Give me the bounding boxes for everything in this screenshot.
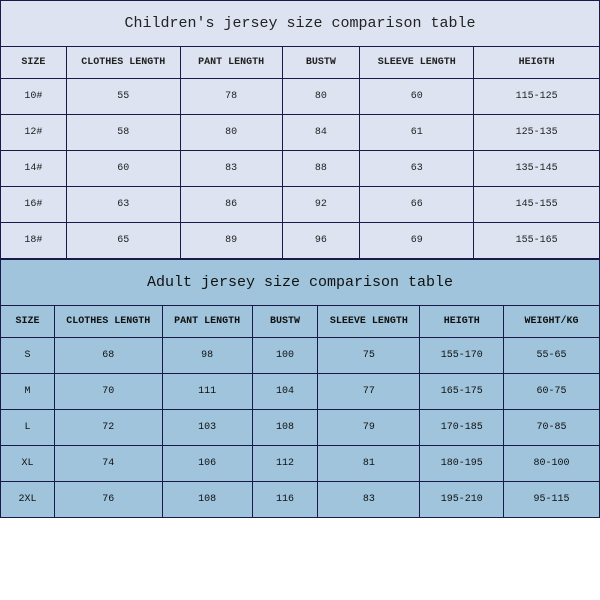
col-bustw: BUSTW [282,47,360,79]
table-row: 10# 55 78 80 60 115-125 [1,79,600,115]
cell: 83 [318,482,420,518]
col-weight: WEIGHT/KG [504,306,600,338]
children-title: Children's jersey size comparison table [1,1,600,47]
col-size: SIZE [1,306,55,338]
table-row: S 68 98 100 75 155-170 55-65 [1,338,600,374]
children-size-table: Children's jersey size comparison table … [0,0,600,259]
cell: 108 [252,410,318,446]
cell: 111 [162,374,252,410]
cell: 60-75 [504,374,600,410]
cell: 68 [54,338,162,374]
cell: 63 [360,151,474,187]
cell: 89 [180,223,282,259]
col-pant-length: PANT LENGTH [162,306,252,338]
col-bustw: BUSTW [252,306,318,338]
col-sleeve-length: SLEEVE LENGTH [360,47,474,79]
cell: L [1,410,55,446]
cell: 180-195 [420,446,504,482]
cell: 96 [282,223,360,259]
cell: 115-125 [474,79,600,115]
cell: 81 [318,446,420,482]
cell: 195-210 [420,482,504,518]
cell: 155-170 [420,338,504,374]
cell: 55 [66,79,180,115]
cell: 98 [162,338,252,374]
col-heigth: HEIGTH [420,306,504,338]
table-row: XL 74 106 112 81 180-195 80-100 [1,446,600,482]
cell: 83 [180,151,282,187]
cell: 70-85 [504,410,600,446]
cell: 145-155 [474,187,600,223]
children-header-row: SIZE CLOTHES LENGTH PANT LENGTH BUSTW SL… [1,47,600,79]
cell: 65 [66,223,180,259]
cell: M [1,374,55,410]
table-row: 18# 65 89 96 69 155-165 [1,223,600,259]
cell: 80 [180,115,282,151]
cell: 125-135 [474,115,600,151]
cell: 135-145 [474,151,600,187]
adult-header-row: SIZE CLOTHES LENGTH PANT LENGTH BUSTW SL… [1,306,600,338]
cell: 103 [162,410,252,446]
table-row: 2XL 76 108 116 83 195-210 95-115 [1,482,600,518]
cell: 60 [360,79,474,115]
cell: 61 [360,115,474,151]
cell: 58 [66,115,180,151]
cell: 100 [252,338,318,374]
children-title-row: Children's jersey size comparison table [1,1,600,47]
cell: 170-185 [420,410,504,446]
cell: 165-175 [420,374,504,410]
col-heigth: HEIGTH [474,47,600,79]
cell: 63 [66,187,180,223]
col-size: SIZE [1,47,67,79]
cell: 70 [54,374,162,410]
col-clothes-length: CLOTHES LENGTH [54,306,162,338]
cell: 116 [252,482,318,518]
col-clothes-length: CLOTHES LENGTH [66,47,180,79]
cell: 16# [1,187,67,223]
cell: 84 [282,115,360,151]
col-sleeve-length: SLEEVE LENGTH [318,306,420,338]
cell: 155-165 [474,223,600,259]
table-row: L 72 103 108 79 170-185 70-85 [1,410,600,446]
cell: 108 [162,482,252,518]
cell: 77 [318,374,420,410]
cell: 72 [54,410,162,446]
table-row: 16# 63 86 92 66 145-155 [1,187,600,223]
cell: 79 [318,410,420,446]
cell: 75 [318,338,420,374]
cell: 69 [360,223,474,259]
cell: 55-65 [504,338,600,374]
cell: 112 [252,446,318,482]
cell: 74 [54,446,162,482]
cell: 86 [180,187,282,223]
cell: 104 [252,374,318,410]
table-row: M 70 111 104 77 165-175 60-75 [1,374,600,410]
cell: 78 [180,79,282,115]
cell: 14# [1,151,67,187]
adult-size-table: Adult jersey size comparison table SIZE … [0,259,600,518]
col-pant-length: PANT LENGTH [180,47,282,79]
cell: S [1,338,55,374]
cell: 80 [282,79,360,115]
cell: 95-115 [504,482,600,518]
cell: 10# [1,79,67,115]
cell: 2XL [1,482,55,518]
table-row: 14# 60 83 88 63 135-145 [1,151,600,187]
adult-title-row: Adult jersey size comparison table [1,260,600,306]
cell: 80-100 [504,446,600,482]
cell: 18# [1,223,67,259]
cell: 88 [282,151,360,187]
cell: 76 [54,482,162,518]
cell: XL [1,446,55,482]
cell: 66 [360,187,474,223]
cell: 60 [66,151,180,187]
cell: 12# [1,115,67,151]
table-row: 12# 58 80 84 61 125-135 [1,115,600,151]
cell: 106 [162,446,252,482]
adult-title: Adult jersey size comparison table [1,260,600,306]
cell: 92 [282,187,360,223]
